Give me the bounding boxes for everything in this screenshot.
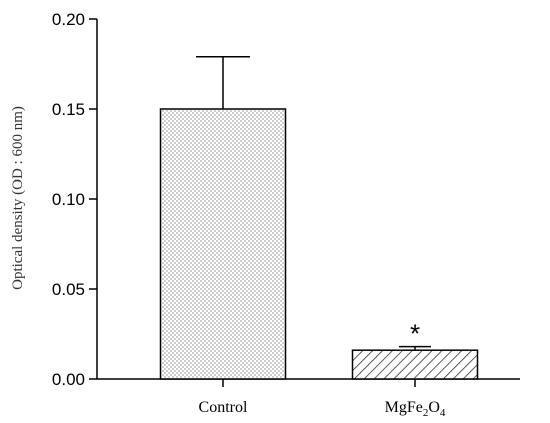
- y-tick-label: 0.00: [52, 370, 85, 389]
- bar-control: [159, 108, 287, 380]
- y-tick-label: 0.15: [52, 100, 85, 119]
- x-tick-label: Control: [199, 399, 248, 416]
- y-axis-title: Optical density (OD : 600 nm): [10, 106, 26, 290]
- bars: [159, 108, 479, 380]
- y-axis: 0.00 0.05 0.10 0.15 0.20: [52, 10, 98, 389]
- bar-mgfe2o4: [351, 349, 479, 380]
- y-tick-label: 0.20: [52, 10, 85, 29]
- x-tick-label: MgFe2O4: [385, 399, 446, 419]
- y-tick-label: 0.05: [52, 280, 85, 299]
- significance-marker: *: [410, 319, 420, 349]
- x-axis: [97, 378, 520, 387]
- category-labels: Control MgFe2O4: [199, 399, 446, 419]
- y-tick-label: 0.10: [52, 190, 85, 209]
- error-bars: *: [196, 56, 431, 351]
